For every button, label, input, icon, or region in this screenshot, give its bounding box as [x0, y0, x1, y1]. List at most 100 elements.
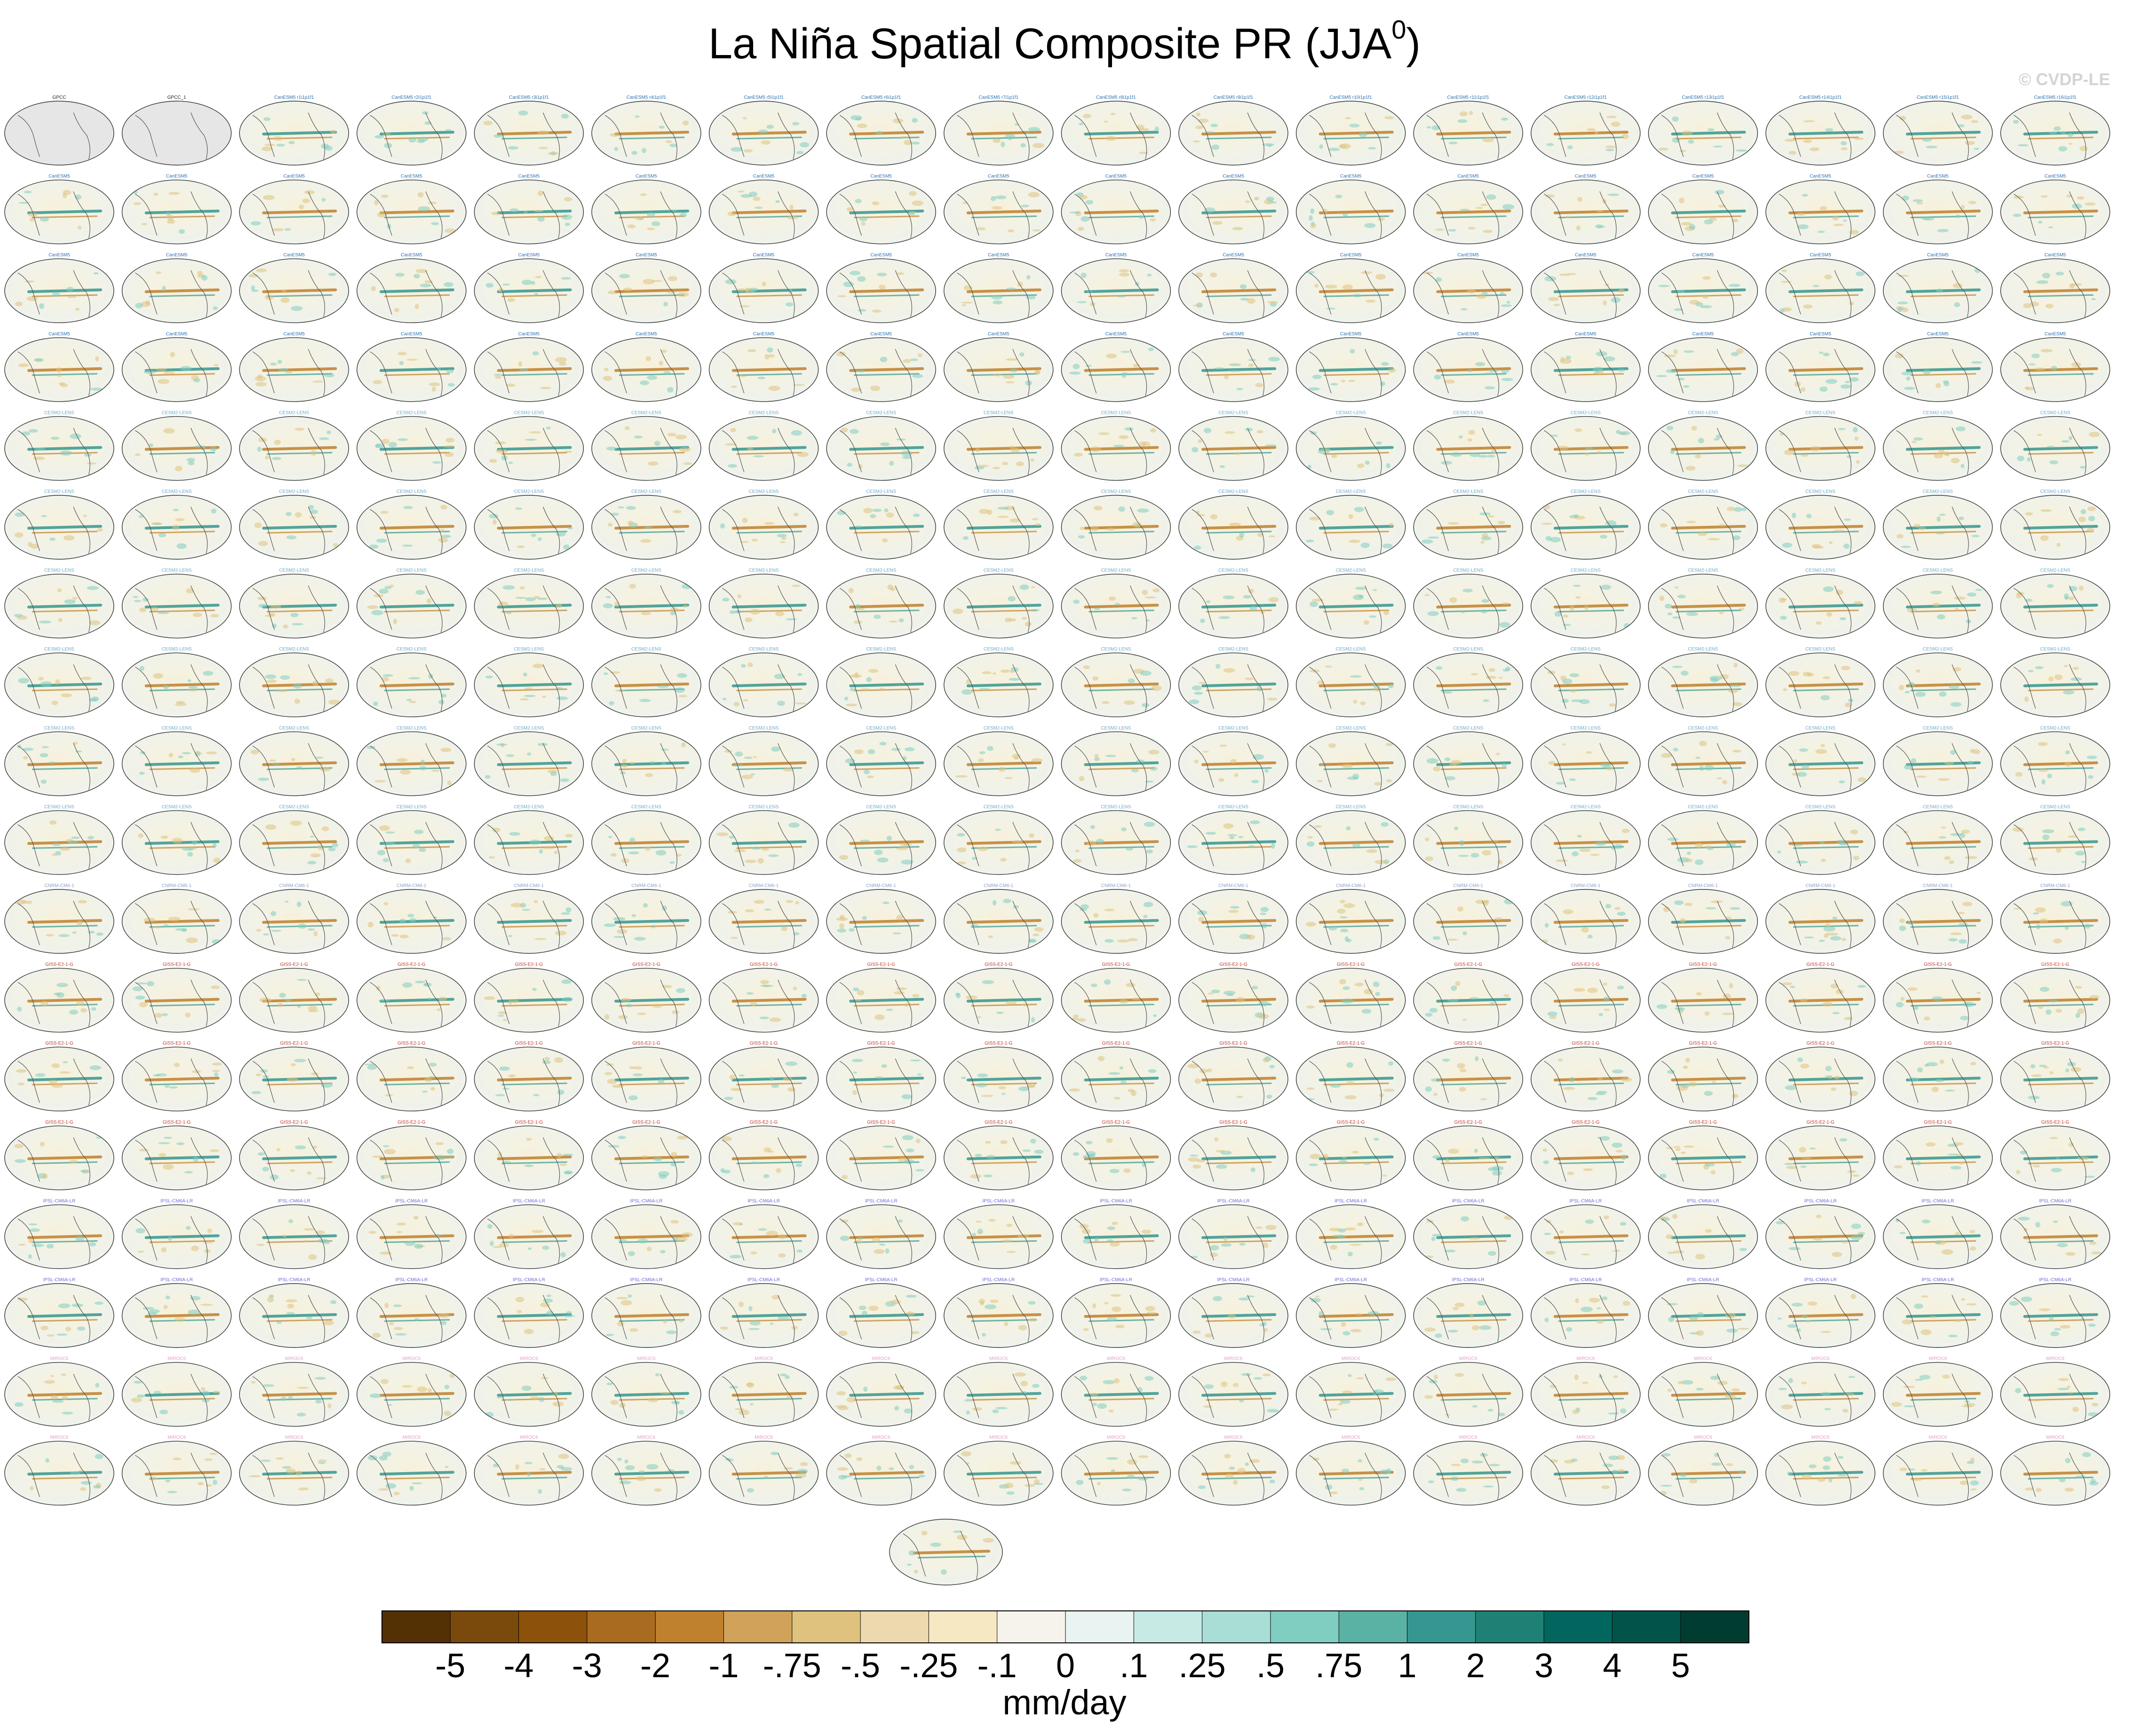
map-panel: IPSL-CM6A-LR	[1178, 1198, 1288, 1269]
panel-title: CESM2-LENS	[1571, 726, 1601, 731]
colorbar-tick-label: -.75	[763, 1647, 821, 1685]
panel-title: GISS-E2-1-G	[632, 962, 660, 967]
panel-title: CESM2-LENS	[1923, 410, 1953, 415]
panel-title: CESM2-LENS	[1218, 489, 1248, 494]
panel-title: CESM2-LENS	[397, 804, 427, 809]
panel-title: IPSL-CM6A-LR	[43, 1198, 76, 1204]
map-panel: CESM2-LENS	[591, 726, 701, 796]
map-panel: CanESM5	[591, 174, 701, 245]
map-panel: CNRM-CM6-1	[1061, 883, 1171, 954]
panel-title: CESM2-LENS	[162, 804, 192, 809]
panel-title: CESM2-LENS	[514, 410, 544, 415]
panel-title: CanESM5 r7i1p1f1	[979, 95, 1019, 100]
map-panel: IPSL-CM6A-LR	[1295, 1198, 1406, 1269]
map-panel: GISS-E2-1-G	[239, 1041, 349, 1111]
map-panel: CESM2-LENS	[2000, 804, 2110, 875]
colorbar-box	[1202, 1611, 1271, 1643]
panel-title: CESM2-LENS	[631, 804, 661, 809]
map-panel: CESM2-LENS	[1178, 804, 1288, 875]
map-panel: CESM2-LENS	[121, 568, 232, 639]
map-panel: CanESM5	[121, 332, 232, 402]
map-panel: GPCC_1	[121, 95, 232, 166]
panel-title: GISS-E2-1-G	[867, 962, 895, 967]
panel-title: IPSL-CM6A-LR	[278, 1277, 310, 1283]
panel-title: GISS-E2-1-G	[1454, 1120, 1482, 1125]
title-superscript: 0	[1391, 15, 1406, 44]
panel-title: CESM2-LENS	[1805, 489, 1835, 494]
panel-title: CESM2-LENS	[2040, 410, 2070, 415]
panel-title: CESM2-LENS	[1571, 489, 1601, 494]
panel-title: GISS-E2-1-G	[1219, 1120, 1247, 1125]
map-panel: IPSL-CM6A-LR	[357, 1277, 467, 1348]
panel-title: CNRM-CM6-1	[1336, 883, 1366, 888]
panel-title: CanESM5	[518, 253, 540, 258]
map-panel: CESM2-LENS	[2000, 726, 2110, 796]
map-panel: CanESM5 r1i1p1f1	[239, 95, 349, 166]
panel-title: CanESM5 r8i1p1f1	[1096, 95, 1136, 100]
map-panel: CESM2-LENS	[1883, 726, 1993, 796]
panel-title: CanESM5	[1575, 253, 1597, 258]
panel-title: MIROC6	[285, 1435, 303, 1440]
map-panel: GISS-E2-1-G	[1648, 1041, 1758, 1111]
map-panel: CESM2-LENS	[474, 804, 584, 875]
map-panel: GISS-E2-1-G	[121, 962, 232, 1033]
colorbar-tick-label: 2	[1466, 1647, 1485, 1685]
map-panel: GISS-E2-1-G	[1178, 962, 1288, 1033]
panel-title: MIROC6	[402, 1356, 421, 1362]
panel-title: CESM2-LENS	[631, 410, 661, 415]
panel-title: CESM2-LENS	[984, 410, 1014, 415]
map-panel: CESM2-LENS	[239, 804, 349, 875]
panel-title: GISS-E2-1-G	[515, 962, 543, 967]
map-panel: GISS-E2-1-G	[2000, 962, 2110, 1033]
map-panel: CESM2-LENS	[1765, 410, 1875, 481]
panel-title: CanESM5	[753, 332, 775, 337]
panel-title: IPSL-CM6A-LR	[1217, 1277, 1250, 1283]
panel-title: MIROC6	[520, 1356, 538, 1362]
colorbar-box	[1544, 1611, 1613, 1643]
map-panel: IPSL-CM6A-LR	[2000, 1198, 2110, 1269]
panel-title: CESM2-LENS	[1101, 647, 1131, 652]
map-panel: IPSL-CM6A-LR	[826, 1198, 936, 1269]
panel-title: IPSL-CM6A-LR	[1922, 1277, 1954, 1283]
panel-title: IPSL-CM6A-LR	[1100, 1277, 1132, 1283]
panel-title: MIROC6	[1224, 1356, 1243, 1362]
map-panel: MIROC6	[1178, 1356, 1288, 1427]
map-panel: CESM2-LENS	[2000, 410, 2110, 481]
map-panel: IPSL-CM6A-LR	[944, 1198, 1054, 1269]
panel-title: MIROC6	[1694, 1356, 1712, 1362]
panel-title: GISS-E2-1-G	[867, 1041, 895, 1046]
map-panel: IPSL-CM6A-LR	[1765, 1198, 1875, 1269]
panel-title: CESM2-LENS	[749, 647, 779, 652]
map-panel: CESM2-LENS	[826, 410, 936, 481]
panel-title: CESM2-LENS	[44, 647, 74, 652]
panel-title: CNRM-CM6-1	[1805, 883, 1835, 888]
map-panel: CESM2-LENS	[944, 804, 1054, 875]
map-panel: MIROC6	[4, 1356, 114, 1427]
panel-title: CanESM5	[753, 174, 775, 179]
map-panel: IPSL-CM6A-LR	[591, 1198, 701, 1269]
map-panel: CESM2-LENS	[826, 726, 936, 796]
panel-title: CESM2-LENS	[2040, 726, 2070, 731]
panel-title: MIROC6	[1459, 1435, 1478, 1440]
panel-title: IPSL-CM6A-LR	[630, 1277, 663, 1283]
map-panel: CESM2-LENS	[1765, 647, 1875, 717]
map-panel: CESM2-LENS	[2000, 568, 2110, 639]
map-panel: CESM2-LENS	[1413, 804, 1523, 875]
map-panel: CESM2-LENS	[239, 726, 349, 796]
panel-title: IPSL-CM6A-LR	[1804, 1277, 1837, 1283]
colorbar-tick-label: 3	[1534, 1647, 1553, 1685]
map-panel: IPSL-CM6A-LR	[1765, 1277, 1875, 1348]
panel-title: CanESM5	[283, 174, 305, 179]
panel-title: GISS-E2-1-G	[1337, 1041, 1365, 1046]
map-panel: GISS-E2-1-G	[357, 962, 467, 1033]
panel-title: GISS-E2-1-G	[1806, 1041, 1835, 1046]
panel-title: CESM2-LENS	[1805, 568, 1835, 573]
map-panel: CanESM5	[1765, 253, 1875, 323]
map-panel: CESM2-LENS	[591, 568, 701, 639]
panel-title: GISS-E2-1-G	[163, 1120, 191, 1125]
map-panel: CanESM5	[1765, 174, 1875, 245]
map-panel: CNRM-CM6-1	[474, 883, 584, 954]
map-panel: GISS-E2-1-G	[1178, 1120, 1288, 1190]
panel-title: CESM2-LENS	[631, 489, 661, 494]
